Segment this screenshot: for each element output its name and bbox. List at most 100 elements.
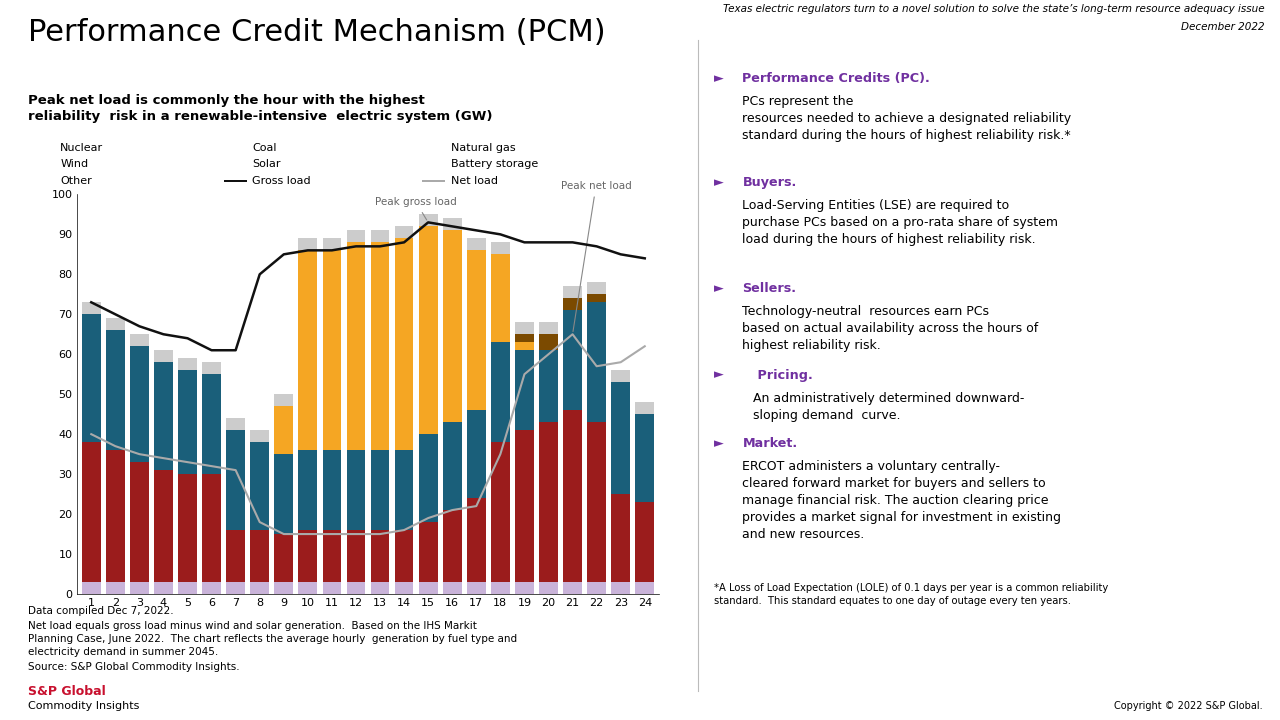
Bar (131, 462, 148, 582)
Text: Peak gross load: Peak gross load (375, 197, 457, 220)
Text: Peak net load: Peak net load (561, 181, 631, 331)
Bar (492, 582, 509, 594)
Bar (515, 350, 534, 430)
Bar (635, 414, 654, 502)
Text: Gross load: Gross load (252, 176, 311, 186)
Text: Performance Credit Mechanism (PCM): Performance Credit Mechanism (PCM) (28, 18, 605, 47)
Text: Source: S&P Global Commodity Insights.: Source: S&P Global Commodity Insights. (28, 662, 239, 672)
Bar (82, 302, 101, 314)
Text: An administratively determined downward-
sloping demand  curve.: An administratively determined downward-… (753, 392, 1024, 422)
Bar (274, 406, 293, 454)
Bar (251, 430, 269, 442)
Bar (492, 243, 509, 254)
Bar (298, 251, 317, 450)
Text: Net load: Net load (451, 176, 498, 186)
Text: Commodity Insights: Commodity Insights (28, 701, 140, 711)
Bar (82, 582, 101, 594)
Text: ►: ► (714, 437, 724, 450)
Bar (635, 402, 654, 414)
Bar (274, 582, 293, 594)
Bar (251, 582, 269, 594)
Bar (394, 238, 413, 450)
Bar (588, 422, 605, 582)
Bar (178, 370, 197, 474)
Bar (515, 430, 534, 582)
Bar (202, 474, 221, 582)
Bar (467, 238, 485, 251)
Bar (347, 582, 365, 594)
Bar (106, 450, 124, 582)
Bar (394, 530, 413, 582)
Text: Coal: Coal (252, 143, 276, 153)
Text: *A Loss of Load Expectation (LOLE) of 0.1 days per year is a common reliability
: *A Loss of Load Expectation (LOLE) of 0.… (714, 583, 1108, 606)
Bar (419, 215, 438, 226)
Bar (515, 582, 534, 594)
Bar (588, 302, 605, 422)
Bar (612, 494, 630, 582)
Bar (588, 294, 605, 302)
Text: Net load equals gross load minus wind and solar generation.  Based on the IHS Ma: Net load equals gross load minus wind an… (28, 621, 517, 657)
Bar (298, 582, 317, 594)
Bar (443, 582, 462, 594)
Bar (227, 418, 244, 430)
Text: December 2022: December 2022 (1181, 22, 1265, 32)
Bar (515, 342, 534, 350)
Text: ►: ► (714, 72, 724, 85)
Bar (274, 534, 293, 582)
Bar (178, 359, 197, 370)
Bar (251, 530, 269, 582)
Text: Other: Other (60, 176, 92, 186)
Text: ►: ► (714, 176, 724, 189)
Bar (612, 382, 630, 494)
Bar (251, 442, 269, 530)
Text: Buyers.: Buyers. (742, 176, 796, 189)
Bar (347, 450, 365, 530)
Bar (563, 310, 582, 410)
Bar (106, 318, 124, 330)
Bar (323, 582, 342, 594)
Bar (443, 510, 462, 582)
Bar (371, 530, 389, 582)
Bar (371, 582, 389, 594)
Text: Peak net load is commonly the hour with the highest
reliability  risk in a renew: Peak net load is commonly the hour with … (28, 94, 493, 122)
Text: Copyright © 2022 S&P Global.          1: Copyright © 2022 S&P Global. 1 (1114, 701, 1280, 711)
Bar (371, 450, 389, 530)
Bar (394, 450, 413, 530)
Text: Nuclear: Nuclear (60, 143, 104, 153)
Bar (298, 238, 317, 251)
Bar (563, 298, 582, 310)
Bar (635, 502, 654, 582)
Text: ERCOT administers a voluntary centrally-
cleared forward market for buyers and s: ERCOT administers a voluntary centrally-… (742, 460, 1061, 541)
Bar (298, 530, 317, 582)
Bar (539, 334, 558, 350)
Bar (563, 410, 582, 582)
Text: Data compiled Dec 7, 2022.: Data compiled Dec 7, 2022. (28, 606, 174, 616)
Bar (371, 230, 389, 243)
Bar (227, 530, 244, 582)
Bar (443, 422, 462, 510)
Bar (82, 314, 101, 442)
Bar (467, 251, 485, 410)
Bar (539, 422, 558, 582)
Bar (612, 370, 630, 382)
Bar (539, 350, 558, 422)
Bar (394, 582, 413, 594)
Bar (419, 522, 438, 582)
Bar (82, 442, 101, 582)
Bar (202, 582, 221, 594)
Bar (154, 362, 173, 470)
Bar (371, 243, 389, 450)
Bar (154, 470, 173, 582)
Bar (202, 362, 221, 374)
Text: ►: ► (714, 282, 724, 295)
Bar (227, 430, 244, 530)
Text: Load-Serving Entities (LSE) are required to
purchase PCs based on a pro-rata sha: Load-Serving Entities (LSE) are required… (742, 199, 1059, 246)
Text: Solar: Solar (252, 159, 280, 169)
Bar (347, 243, 365, 450)
Bar (154, 350, 173, 362)
Bar (347, 530, 365, 582)
Bar (419, 582, 438, 594)
Bar (467, 498, 485, 582)
Bar (492, 254, 509, 342)
Bar (635, 582, 654, 594)
